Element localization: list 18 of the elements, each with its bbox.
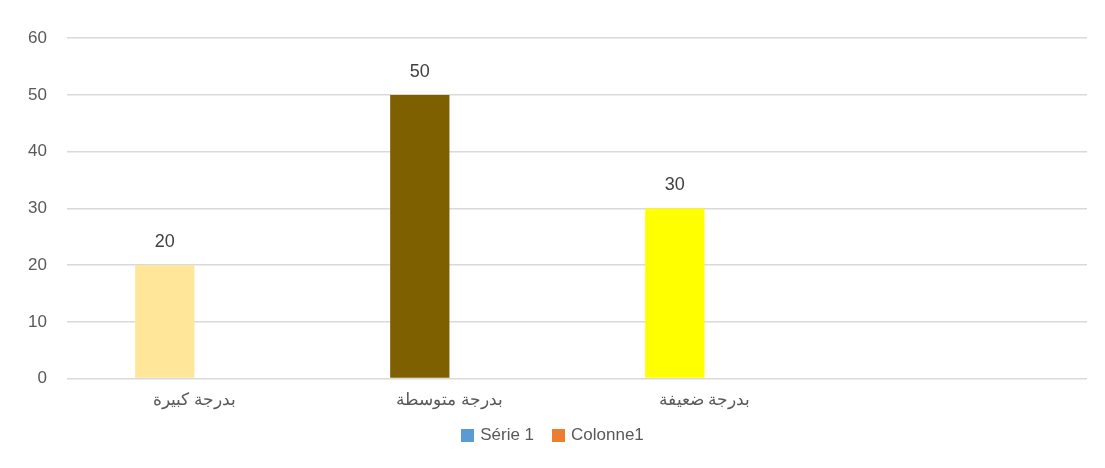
legend-label: Colonne1 [571,425,644,445]
data-label: 20 [154,231,175,252]
y-tick-label: 0 [37,368,47,388]
x-tick-label: بدرجة كبيرة [153,390,236,411]
y-tick-label: 40 [27,141,47,161]
y-tick-label: 20 [27,254,47,274]
data-label: 50 [409,60,430,81]
bar [135,265,195,378]
x-tick-label: بدرجة ضعيفة [658,390,751,411]
y-tick-label: 30 [27,198,47,218]
data-label: 30 [664,174,685,195]
x-tick-label: بدرجة متوسطة [396,390,503,411]
y-tick-label: 60 [27,27,47,47]
y-tick-label: 50 [27,84,47,104]
y-tick-label: 10 [27,311,47,331]
bar [645,208,705,378]
bar [390,94,450,378]
text: Série 1 [480,425,535,445]
